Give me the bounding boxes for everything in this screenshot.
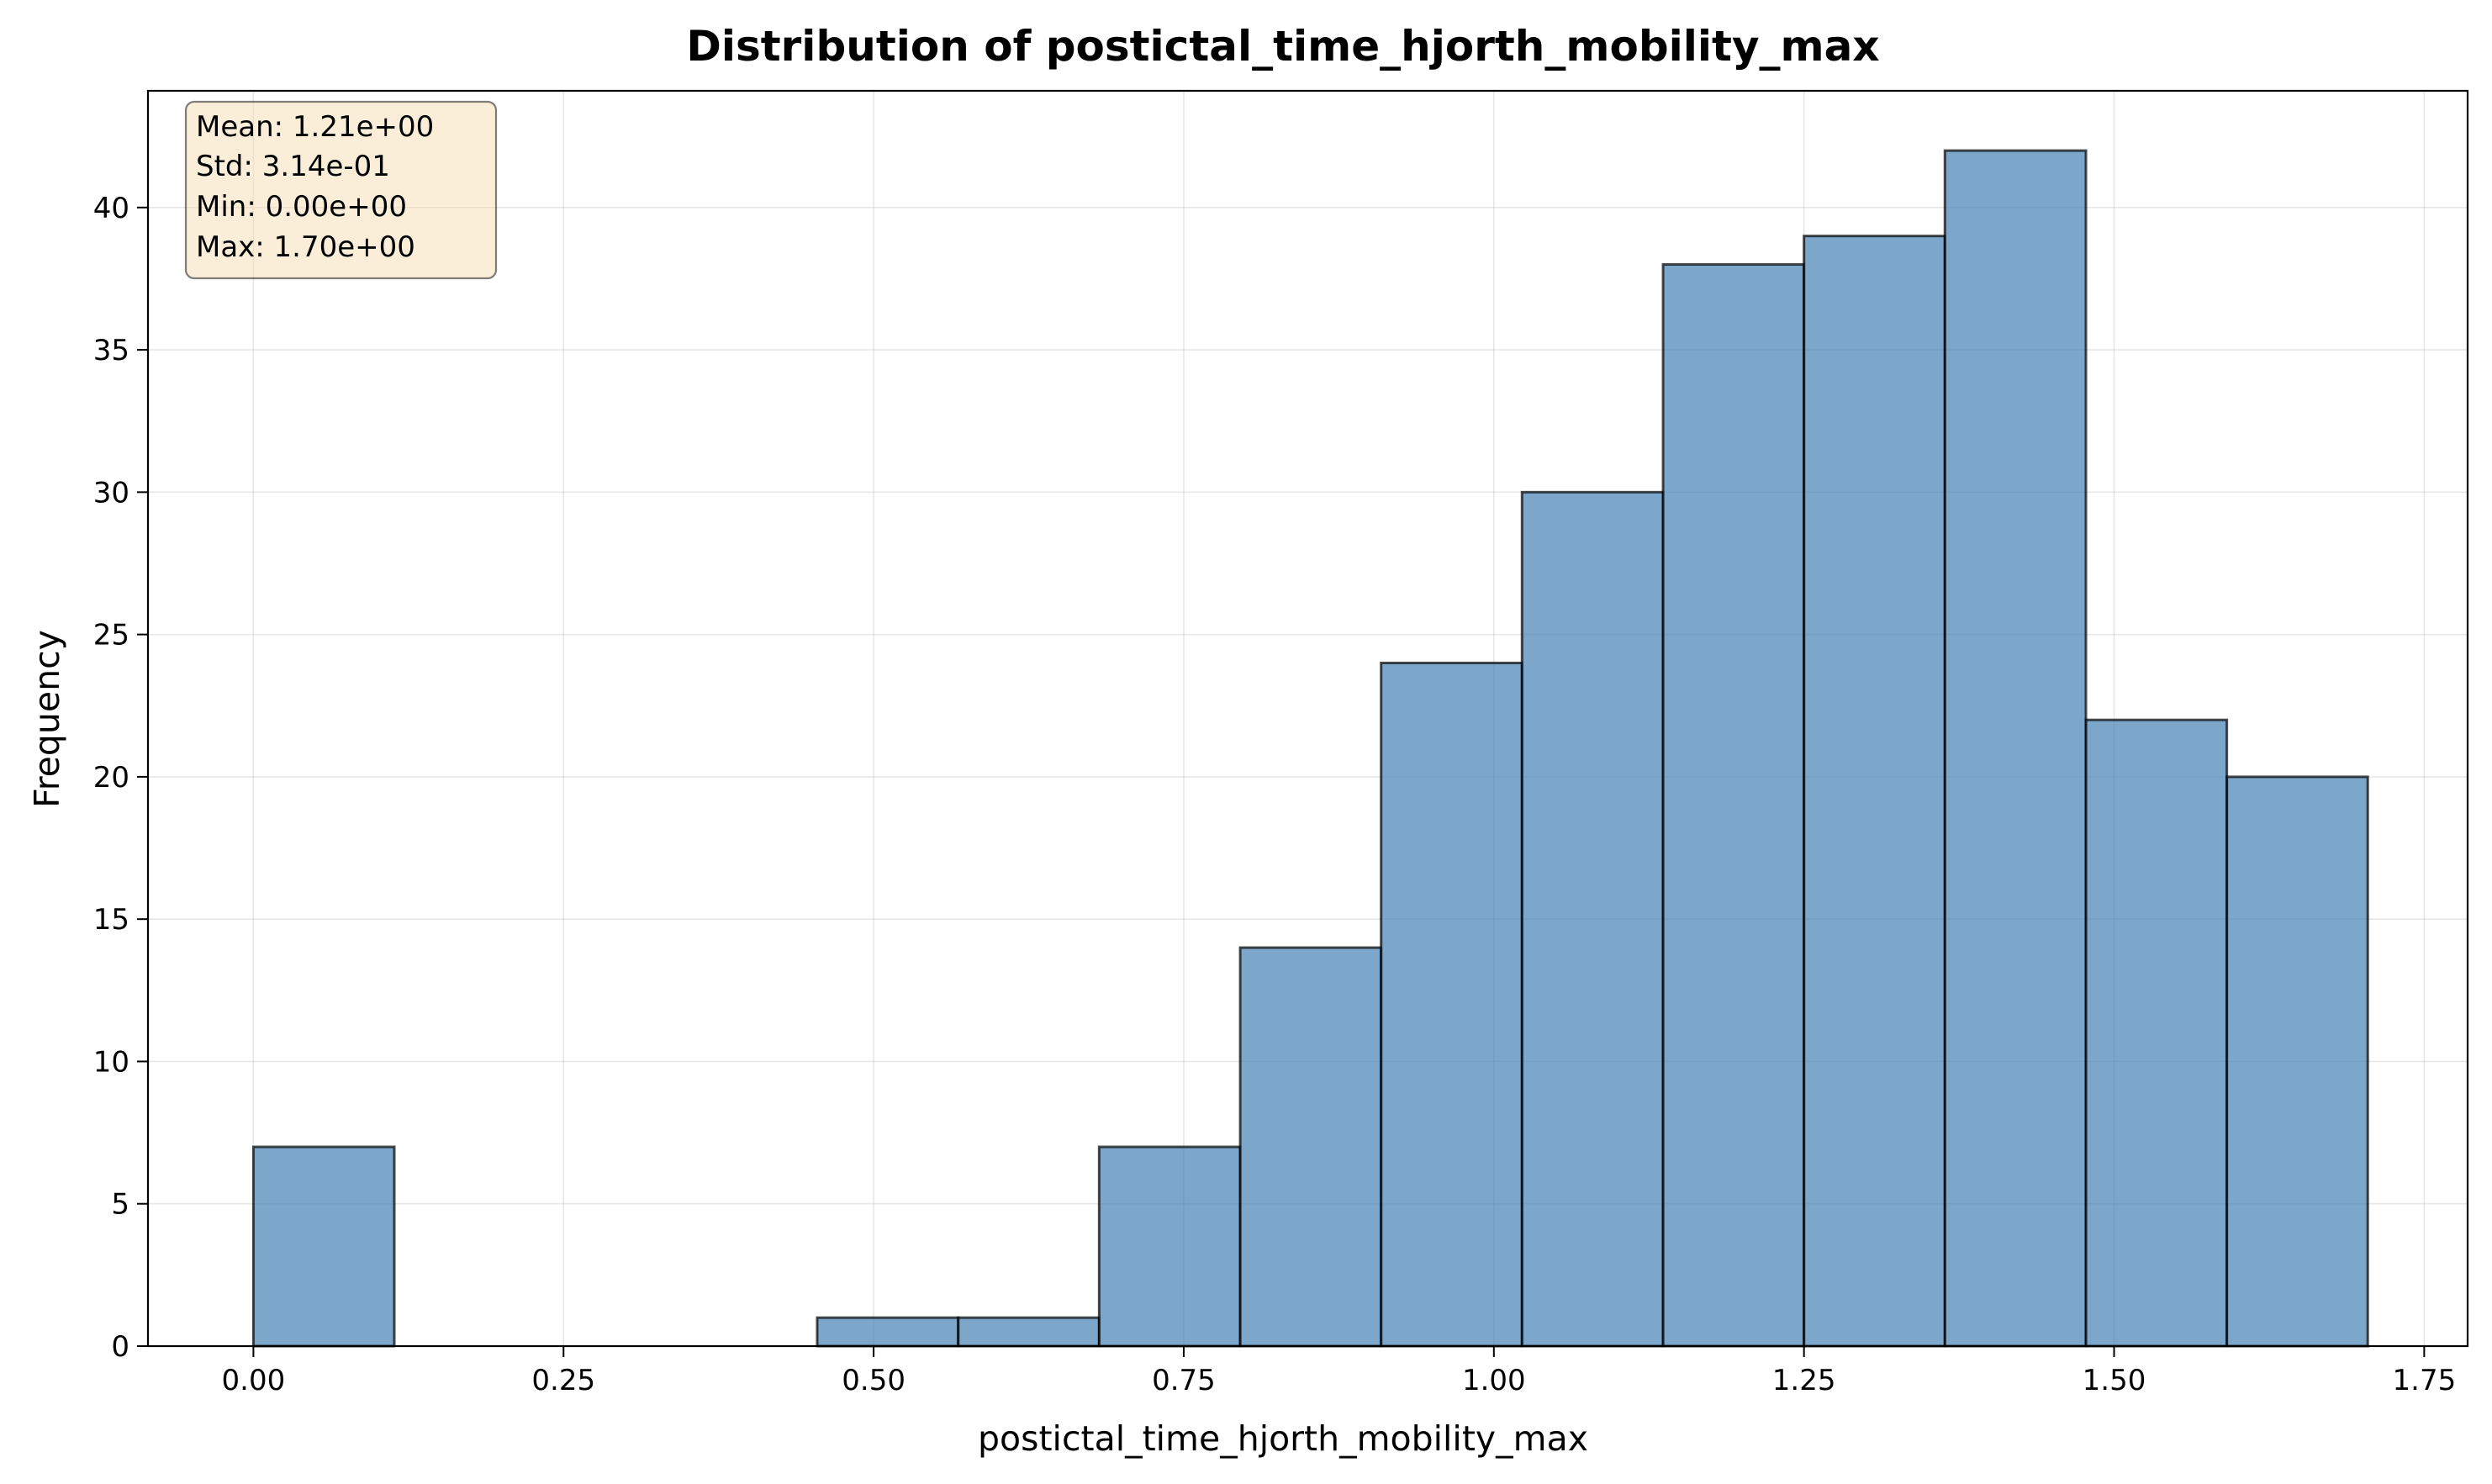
stats-min: Min: 0.00e+00 [196,190,407,224]
y-tick-label: 15 [93,903,129,937]
y-tick-label: 30 [93,476,129,510]
y-tick-label: 5 [111,1188,129,1222]
histogram-bar [816,1316,960,1348]
x-axis-label: postictal_time_hjorth_mobility_max [978,1418,1588,1459]
histogram-bars [251,149,2369,1348]
x-tick-label: 1.50 [2083,1364,2146,1397]
y-tick-label: 0 [111,1330,129,1364]
x-tick-label: 0.75 [1152,1364,1216,1397]
histogram-bar [957,1316,1101,1348]
stats-std: Std: 3.14e-01 [196,150,390,183]
y-tick-label: 20 [93,761,129,795]
histogram-bar [1380,661,1523,1348]
y-axis-label: Frequency [27,630,67,808]
histogram-bar [1943,149,2088,1348]
x-tick-label: 1.25 [1772,1364,1836,1397]
x-tick-label: 1.75 [2393,1364,2457,1397]
x-tick-label: 0.25 [531,1364,595,1397]
histogram-bar [1238,946,1383,1348]
y-tick-label: 35 [93,334,129,367]
histogram-bar [2225,775,2369,1348]
y-axis-ticks: 0 5 10 15 20 25 30 35 40 [93,192,148,1364]
stats-mean: Mean: 1.21e+00 [196,110,434,144]
histogram-bar [2084,718,2229,1348]
y-tick-label: 25 [93,619,129,652]
y-tick-label: 40 [93,192,129,225]
stats-box-background [184,100,498,280]
x-tick-label: 0.00 [222,1364,286,1397]
x-tick-label: 1.00 [1462,1364,1526,1397]
histogram-bar [1097,1145,1242,1348]
x-tick-label: 0.50 [842,1364,905,1397]
x-axis-ticks: 0.00 0.25 0.50 0.75 1.00 1.25 1.50 1.75 [222,1346,2457,1397]
histogram-bar [1803,235,1946,1348]
histogram-bar [1661,263,1806,1348]
stats-box: Mean: 1.21e+00 Std: 3.14e-01 Min: 0.00e+… [184,100,498,280]
histogram-bar [1520,490,1665,1348]
chart-title: Distribution of postictal_time_hjorth_mo… [686,22,1879,71]
stats-max: Max: 1.70e+00 [196,230,415,264]
plot-area-frame [146,89,2469,1348]
y-tick-label: 10 [93,1045,129,1079]
histogram-bar [251,1145,396,1348]
